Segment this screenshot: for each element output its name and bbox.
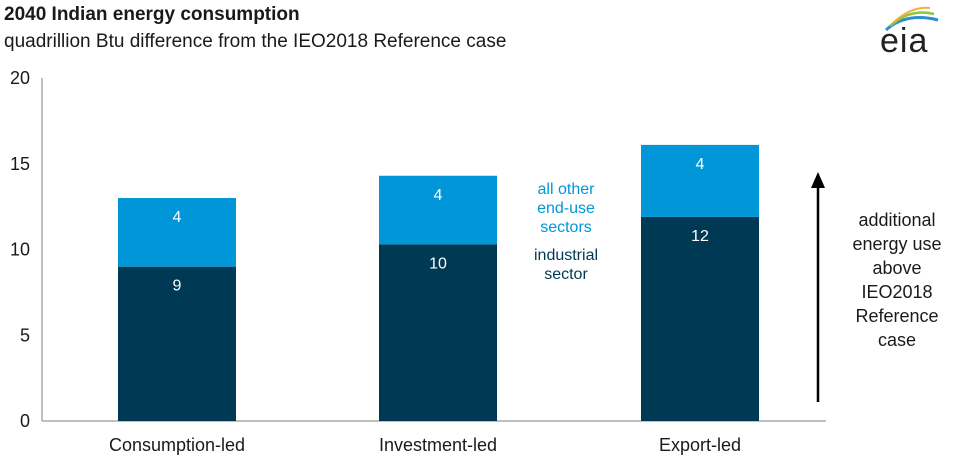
legend-industrial-line: industrial bbox=[534, 247, 598, 264]
annotation-text-line: IEO2018 bbox=[861, 282, 932, 302]
legend-other-sectors-line: all other bbox=[538, 181, 596, 198]
annotation-text-line: Reference bbox=[855, 306, 938, 326]
data-label: 4 bbox=[434, 187, 443, 204]
y-tick-label: 5 bbox=[20, 325, 30, 345]
bar-other-1 bbox=[118, 198, 236, 267]
data-label: 4 bbox=[696, 156, 705, 173]
legend-other-sectors-line: end-use bbox=[537, 200, 595, 217]
data-label: 4 bbox=[173, 209, 182, 226]
x-category-label: Consumption-led bbox=[109, 435, 245, 455]
eia-logo bbox=[872, 6, 952, 62]
y-tick-label: 20 bbox=[10, 68, 30, 88]
y-tick-label: 0 bbox=[20, 411, 30, 431]
arrow-up-icon bbox=[811, 172, 825, 188]
x-category-label: Export-led bbox=[659, 435, 741, 455]
chart-title: 2040 Indian energy consumption bbox=[4, 4, 300, 25]
y-tick-label: 10 bbox=[10, 240, 30, 260]
x-category-label: Investment-led bbox=[379, 435, 497, 455]
legend-industrial-line: sector bbox=[544, 266, 588, 283]
logo-swoosh-icon bbox=[884, 6, 939, 32]
logo-text: eia bbox=[880, 22, 929, 60]
bar-industrial-3 bbox=[641, 216, 759, 421]
annotation-text-line: above bbox=[872, 258, 921, 278]
y-tick-label: 15 bbox=[10, 154, 30, 174]
legend-other-sectors-line: sectors bbox=[540, 219, 592, 236]
bar-other-3 bbox=[641, 144, 759, 217]
bar-industrial-2 bbox=[379, 244, 497, 421]
annotation-text-line: case bbox=[878, 330, 916, 350]
bar-other-2 bbox=[379, 175, 497, 245]
data-label: 9 bbox=[173, 278, 182, 295]
annotation-text-line: additional bbox=[858, 210, 935, 230]
chart-subtitle: quadrillion Btu difference from the IEO2… bbox=[4, 31, 507, 52]
annotation-text-line: energy use bbox=[852, 234, 941, 254]
data-label: 10 bbox=[429, 255, 447, 272]
bar-industrial-1 bbox=[118, 266, 236, 421]
data-label: 12 bbox=[691, 228, 709, 245]
